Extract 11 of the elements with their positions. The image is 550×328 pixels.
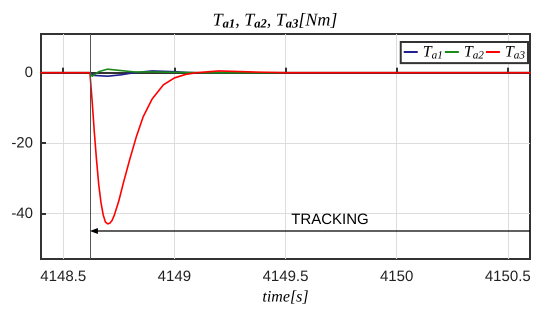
annotation: TRACKING xyxy=(291,211,369,228)
x-tick-label: 4148.5 xyxy=(40,268,86,285)
y-tick-label: -40 xyxy=(11,204,33,222)
y-tick-label: 0 xyxy=(24,64,33,82)
x-tick-label: 4150.5 xyxy=(484,268,531,285)
x-tick-label: 4149.5 xyxy=(262,268,308,285)
x-tick-label: 4150 xyxy=(380,268,414,285)
y-tick-label: -20 xyxy=(11,134,33,152)
x-tick-label: 4149 xyxy=(158,268,192,285)
line-series xyxy=(40,70,531,225)
x-axis-title: time[s] xyxy=(262,288,309,306)
